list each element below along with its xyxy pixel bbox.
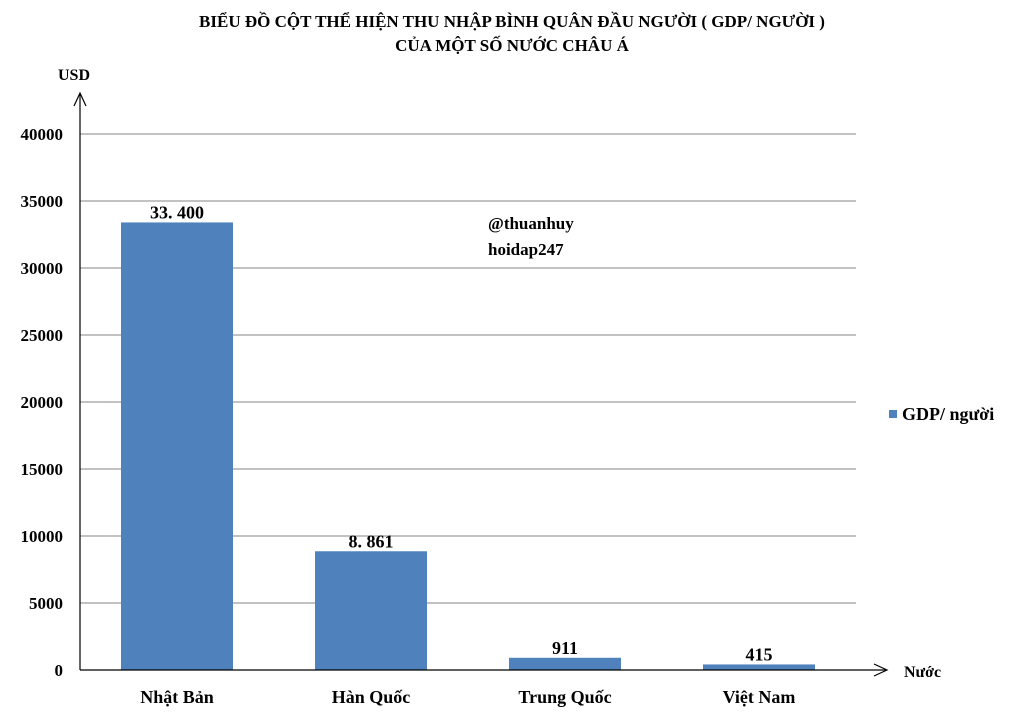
data-label: 911 [552,638,578,658]
y-tick-label: 5000 [29,594,63,613]
x-axis-arrow-icon [873,663,889,677]
bar [703,664,815,670]
y-tick-label: 40000 [21,125,64,144]
data-labels: 33. 400 8. 861 911 415 [150,202,773,664]
bar [509,657,621,670]
axes: USD Nước [58,67,941,681]
y-axis-title: USD [58,67,90,84]
bar [315,551,427,670]
y-tick-label: 15000 [21,460,64,479]
x-category-label: Việt Nam [723,687,796,707]
y-tick-label: 25000 [21,326,64,345]
y-tick-labels: 0 5000 10000 15000 20000 25000 30000 35000 40000 [21,125,64,680]
x-category-label: Hàn Quốc [332,687,411,707]
y-axis-arrow-icon [73,91,87,107]
watermark-line-2: hoidap247 [488,240,564,259]
data-label: 8. 861 [349,531,394,551]
x-axis-title: Nước [904,664,941,681]
y-tick-label: 0 [55,661,64,680]
x-category-label: Trung Quốc [518,687,611,707]
watermark: @thuanhuy hoidap247 [488,214,574,259]
legend: GDP/ người [889,404,994,424]
y-tick-label: 30000 [21,259,64,278]
y-tick-label: 10000 [21,527,64,546]
watermark-line-1: @thuanhuy [488,214,574,233]
chart-title-line-2: CỦA MỘT SỐ NƯỚC CHÂU Á [395,35,629,55]
x-category-labels: Nhật Bản Hàn Quốc Trung Quốc Việt Nam [140,687,795,707]
data-label: 33. 400 [150,202,204,222]
chart-title-line-1: BIỂU ĐỒ CỘT THỂ HIỆN THU NHẬP BÌNH QUÂN … [199,11,825,31]
y-tick-label: 20000 [21,393,64,412]
chart-title: BIỂU ĐỒ CỘT THỂ HIỆN THU NHẬP BÌNH QUÂN … [199,11,825,55]
legend-swatch [889,410,897,418]
data-label: 415 [746,644,773,664]
x-category-label: Nhật Bản [140,687,214,707]
bar [121,222,233,670]
bars [121,222,815,670]
y-tick-label: 35000 [21,192,64,211]
legend-label: GDP/ người [902,404,994,424]
